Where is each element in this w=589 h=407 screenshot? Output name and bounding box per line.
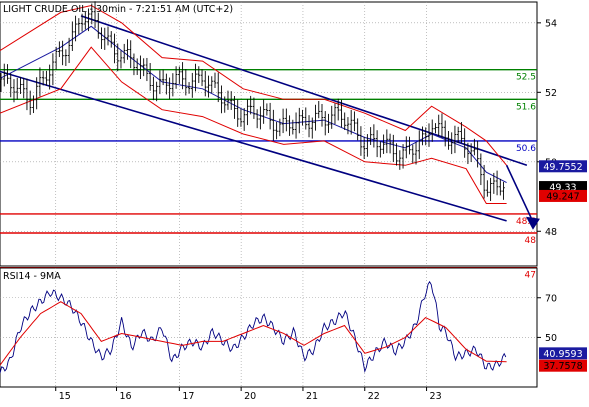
rsi-y-tick-label: 70 (545, 293, 557, 304)
rsi-badge (539, 347, 587, 360)
channel-lower-line (0, 70, 507, 222)
price-y-tick-label: 48 (545, 227, 557, 238)
level-label: 50.6 (516, 144, 536, 154)
projection-arrow-shaft (505, 164, 534, 223)
price-y-tick-label: 52 (545, 88, 557, 99)
level-label: 51.6 (516, 102, 536, 112)
level-label: 47 (525, 271, 536, 281)
price-y-tick-label: 54 (545, 18, 557, 29)
price-panel: 4850525452.551.650.648.5484749.755249.33… (0, 1, 587, 281)
level-label: 52.5 (516, 73, 536, 83)
rsi-chart-title: RSI14 - 9MA (3, 271, 61, 282)
rsi-y-tick-label: 50 (545, 333, 557, 344)
price-badge-label: 49.33 (549, 183, 576, 194)
price-plot-frame (0, 1, 538, 267)
price-badge (539, 160, 587, 173)
price-badge-label: 49.7552 (543, 162, 582, 173)
rsi-series-line (0, 280, 507, 374)
price-badge (539, 189, 587, 202)
moving-average-line (0, 25, 507, 184)
x-tick-label: 23 (430, 391, 442, 402)
bollinger-upper (0, 4, 507, 166)
rsi-plot-frame (0, 267, 538, 388)
rsi-badge-label: 40.9593 (543, 349, 582, 360)
rsi-ma-series-line (0, 301, 507, 366)
x-axis: 15 16 17 20 21 22 23 (55, 387, 442, 402)
level-label: 48 (525, 236, 537, 246)
projection-arrow-head (525, 216, 540, 230)
rsi-badge (539, 359, 587, 372)
x-tick-label: 17 (182, 391, 194, 402)
rsi-badge-label: 37.7578 (543, 361, 582, 372)
x-tick-label: 21 (306, 391, 318, 402)
price-badge-label: 49.247 (546, 191, 579, 202)
price-chart-title: LIGHT CRUDE OIL - 30min - 7:21:51 AM (UT… (3, 4, 233, 15)
x-tick-label: 16 (120, 391, 132, 402)
x-tick-label: 22 (368, 391, 380, 402)
x-tick-label: 15 (59, 391, 71, 402)
level-label: 48.5 (516, 217, 536, 227)
channel-upper-line (80, 15, 528, 167)
bollinger-lower (0, 46, 507, 204)
x-tick-label: 20 (244, 391, 256, 402)
